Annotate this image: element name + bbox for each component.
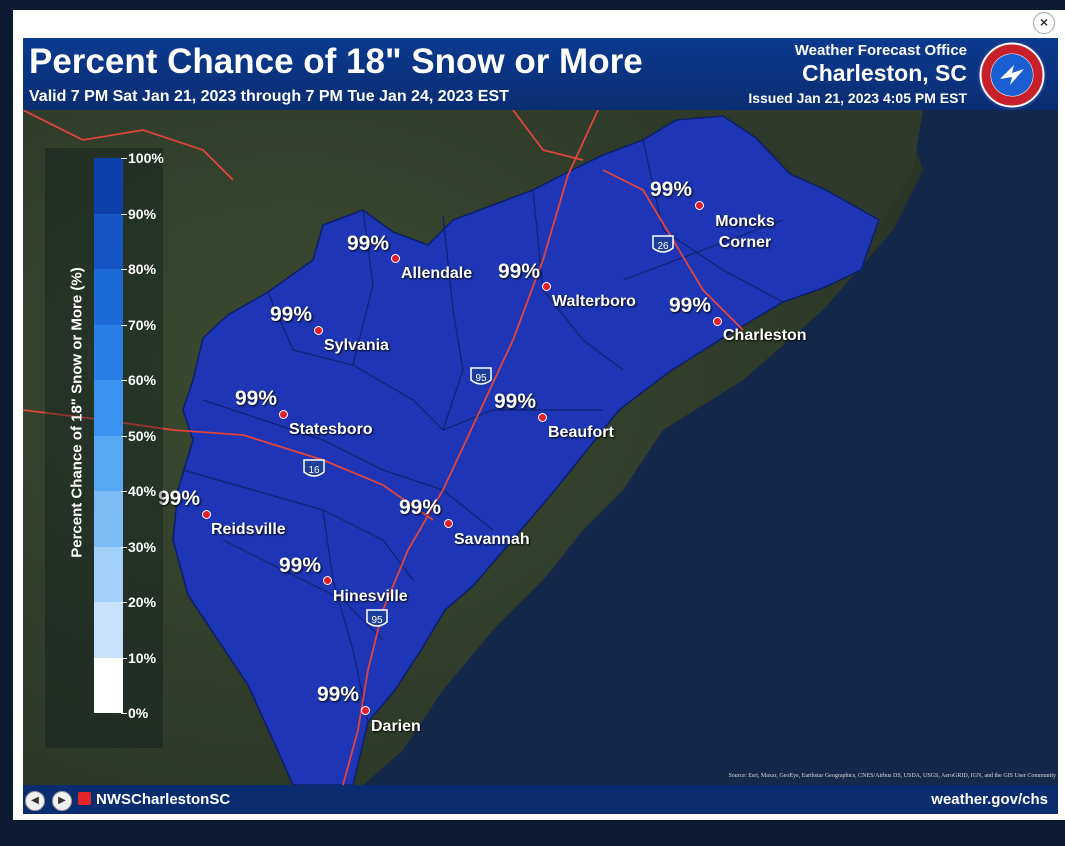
allendale-marker xyxy=(391,254,400,263)
legend-label: 0% xyxy=(128,705,149,721)
legend-label: 30% xyxy=(128,538,157,555)
beaufort-percent: 99% xyxy=(494,390,537,413)
legend-tick xyxy=(121,602,127,603)
reidsville-marker xyxy=(202,510,211,519)
social-handle: NWSCharlestonSC xyxy=(96,791,231,808)
previous-image-button[interactable]: ◀ xyxy=(25,791,45,811)
interstate-26-shield: 26 xyxy=(652,235,674,253)
valid-period: Valid 7 PM Sat Jan 21, 2023 through 7 PM… xyxy=(29,88,509,105)
darien-label: Darien xyxy=(371,718,421,735)
walterboro-percent: 99% xyxy=(498,260,541,283)
next-image-button[interactable]: ▶ xyxy=(52,791,72,811)
charleston-percent: 99% xyxy=(669,294,712,317)
darien-marker xyxy=(361,706,370,715)
walterboro-marker xyxy=(542,282,551,291)
legend-step xyxy=(94,602,123,658)
hinesville-percent: 99% xyxy=(279,554,322,577)
sylvania-label: Sylvania xyxy=(324,337,389,354)
legend-tick xyxy=(121,546,127,548)
basemap: 26 95 16 95 xyxy=(23,110,1058,785)
savannah-label: Savannah xyxy=(454,531,530,548)
hinesville-marker xyxy=(323,576,332,585)
legend-step xyxy=(94,324,123,380)
legend-tick xyxy=(121,269,127,270)
legend-tick xyxy=(121,324,127,326)
legend-tick xyxy=(121,380,127,381)
walterboro-label: Walterboro xyxy=(552,293,636,310)
moncks-corner-percent: 99% xyxy=(650,178,693,201)
legend-step xyxy=(94,435,123,491)
page-background-strip xyxy=(0,820,1065,846)
legend-label: 50% xyxy=(128,427,157,444)
map-area: 26 95 16 95 99% Moncks Corner 99% Allend… xyxy=(23,110,1058,785)
footer-banner: NWSCharlestonSC weather.gov/chs xyxy=(23,785,1058,814)
legend-label: 10% xyxy=(128,649,157,666)
interstate-16-shield: 16 xyxy=(303,459,325,477)
svg-text:16: 16 xyxy=(308,465,320,476)
office-name: Charleston, SC xyxy=(802,60,967,86)
office-label: Weather Forecast Office xyxy=(794,42,967,59)
sylvania-marker xyxy=(314,326,323,335)
savannah-percent: 99% xyxy=(399,496,442,519)
legend-tick xyxy=(121,213,127,215)
moncks-corner-marker xyxy=(695,201,704,210)
nws-logo-icon xyxy=(977,40,1047,110)
legend-step xyxy=(94,269,123,325)
legend-step xyxy=(94,657,123,713)
legend-color-bar xyxy=(94,158,123,713)
statesboro-percent: 99% xyxy=(235,387,278,410)
legend-tick xyxy=(121,158,127,159)
forecast-area xyxy=(172,115,880,785)
legend-step xyxy=(94,380,123,436)
legend-step xyxy=(94,213,123,269)
statesboro-label: Statesboro xyxy=(289,421,373,438)
legend-label: 60% xyxy=(128,372,157,388)
svg-text:95: 95 xyxy=(475,373,487,384)
allendale-percent: 99% xyxy=(347,232,390,255)
legend-step xyxy=(94,546,123,602)
issued-time: Issued Jan 21, 2023 4:05 PM EST xyxy=(748,90,967,106)
color-legend: Percent Chance of 18" Snow or More (%) 1… xyxy=(45,148,164,748)
legend-tick xyxy=(121,491,127,492)
moncks-corner-label: Moncks Corner xyxy=(715,213,775,251)
header-banner: Percent Chance of 18" Snow or More Valid… xyxy=(23,38,1058,110)
legend-step xyxy=(94,491,123,547)
legend-tick xyxy=(121,657,127,659)
website-link[interactable]: weather.gov/chs xyxy=(931,791,1048,808)
allendale-label: Allendale xyxy=(401,265,473,282)
legend-label: 20% xyxy=(128,594,157,610)
legend-tick xyxy=(121,435,127,437)
legend-tick xyxy=(121,713,127,714)
beaufort-marker xyxy=(538,413,547,422)
interstate-95-shield-south: 95 xyxy=(366,609,388,627)
statesboro-marker xyxy=(279,410,288,419)
legend-label: 90% xyxy=(128,205,157,222)
forecast-graphic: Percent Chance of 18" Snow or More Valid… xyxy=(23,38,1058,814)
reidsville-label: Reidsville xyxy=(211,521,286,538)
interstate-95-shield-north: 95 xyxy=(470,367,492,385)
legend-label: 70% xyxy=(128,316,157,333)
hinesville-label: Hinesville xyxy=(333,588,408,605)
darien-percent: 99% xyxy=(317,683,360,706)
facebook-icon xyxy=(78,792,91,805)
legend-label: 100% xyxy=(128,150,164,166)
svg-text:26: 26 xyxy=(657,241,669,252)
charleston-label: Charleston xyxy=(723,327,807,344)
beaufort-label: Beaufort xyxy=(548,424,614,441)
legend-label: 40% xyxy=(128,483,157,499)
legend-step xyxy=(94,158,123,214)
land-coast-north xyxy=(723,110,923,230)
close-button[interactable]: × xyxy=(1033,12,1055,34)
legend-label: 80% xyxy=(128,261,157,277)
reidsville-percent: 99% xyxy=(158,487,201,510)
svg-text:95: 95 xyxy=(371,615,383,626)
sylvania-percent: 99% xyxy=(270,303,313,326)
charleston-marker xyxy=(713,317,722,326)
legend-title: Percent Chance of 18" Snow or More (%) xyxy=(68,267,86,558)
map-title: Percent Chance of 18" Snow or More xyxy=(29,42,643,81)
savannah-marker xyxy=(444,519,453,528)
county-lines xyxy=(182,139,784,723)
map-credits: Source: Esri, Maxar, GeoEye, Earthstar G… xyxy=(728,773,1056,779)
